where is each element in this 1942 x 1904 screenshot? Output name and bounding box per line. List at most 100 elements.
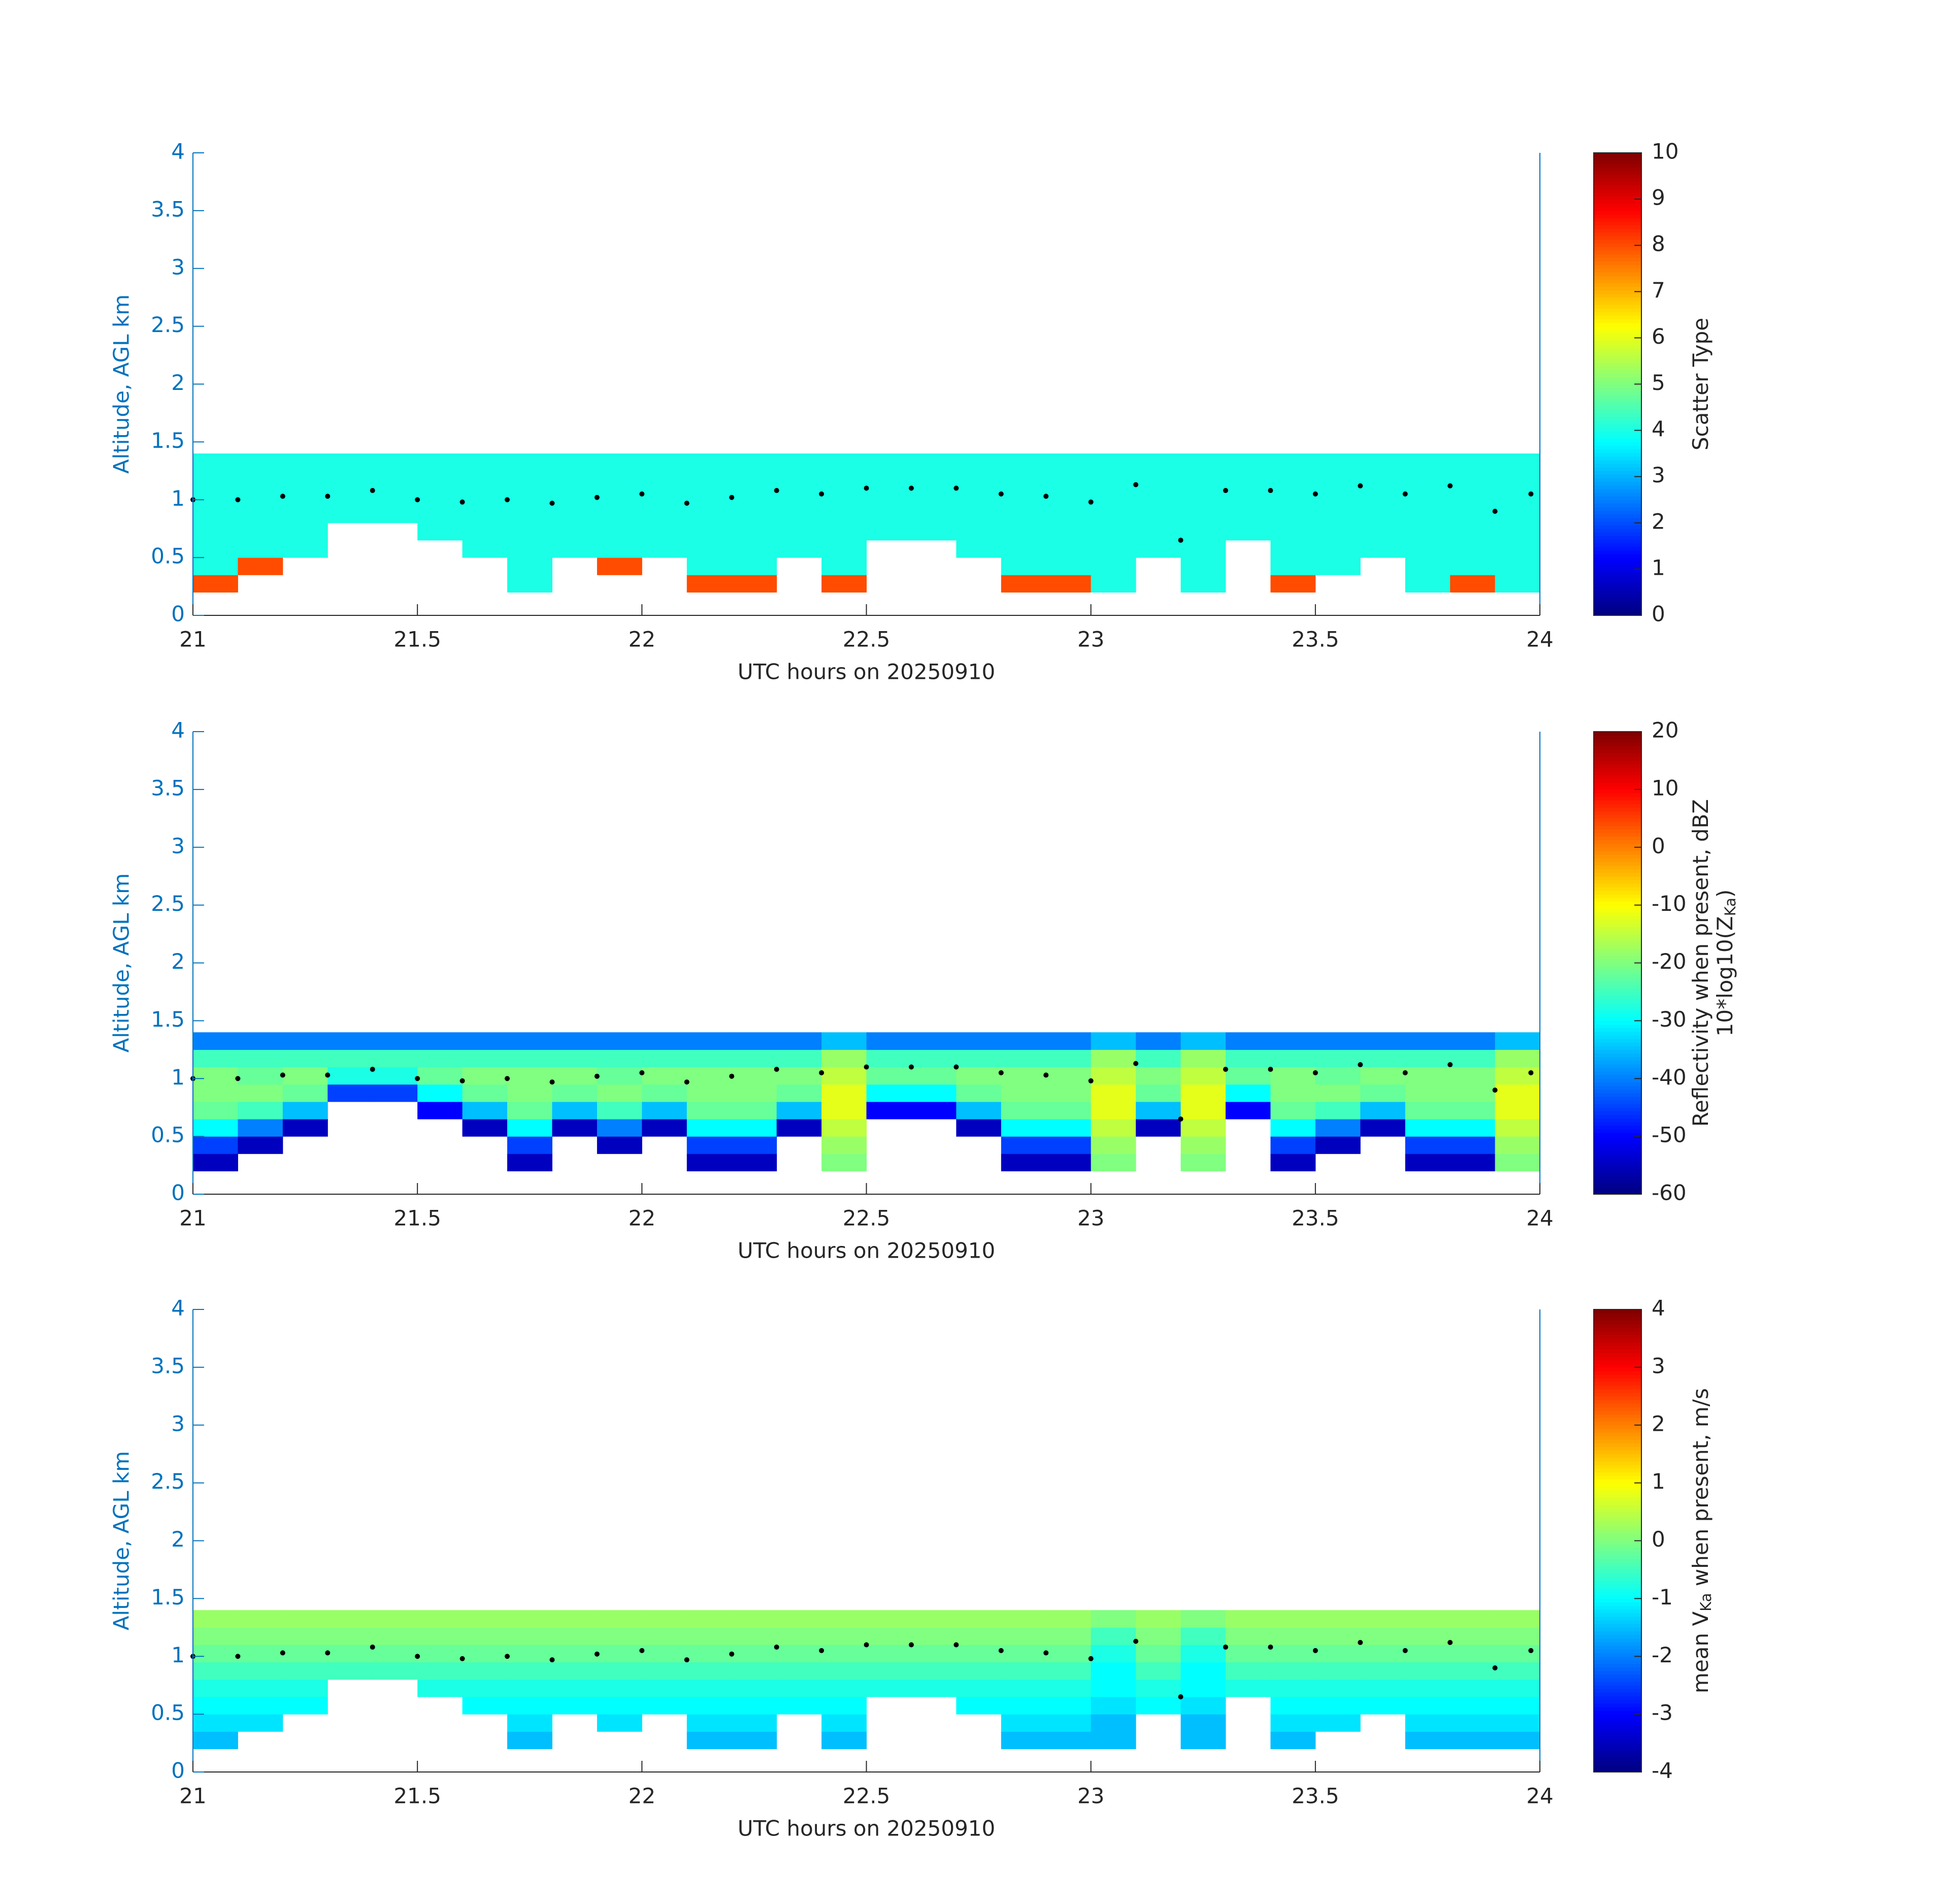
colorbar-swatch (1594, 956, 1641, 960)
cell (552, 1084, 598, 1102)
cell (507, 1610, 552, 1628)
cell (642, 1610, 687, 1628)
y-axis-label: Altitude, AGL km (109, 873, 134, 1053)
colorbar-swatch (1594, 1082, 1641, 1087)
colorbar-swatch (1594, 876, 1641, 880)
y-tick-label: 3 (171, 254, 185, 279)
colorbar-swatch (1594, 153, 1641, 157)
cell (238, 471, 283, 488)
cell (282, 1067, 328, 1085)
cell (1180, 1731, 1226, 1749)
cell (686, 1067, 732, 1085)
colorbar-swatch (1594, 1588, 1641, 1592)
cloud-base-point (774, 1645, 779, 1650)
cell (1091, 1627, 1136, 1645)
colorbar-swatch (1594, 927, 1641, 931)
colorbar-swatch (1594, 1580, 1641, 1585)
cell (1001, 1731, 1046, 1749)
colorbar-swatch (1594, 1378, 1641, 1382)
colorbar-swatch (1594, 1670, 1641, 1675)
x-tick-label: 22 (629, 1206, 655, 1231)
cell (597, 1696, 642, 1715)
colorbar-swatch (1594, 1613, 1641, 1617)
cell (776, 1610, 822, 1628)
colorbar-label-part: Reflectivity when present, dBZ (1688, 799, 1713, 1127)
cell (1091, 1610, 1136, 1628)
x-tick-label: 22.5 (843, 627, 891, 652)
cell (238, 540, 283, 558)
cell (462, 1679, 508, 1697)
colorbar-swatch (1594, 1107, 1641, 1111)
cell (732, 1154, 777, 1171)
cell (372, 488, 418, 506)
cell (597, 1067, 642, 1085)
colorbar-swatch (1594, 1028, 1641, 1032)
colorbar-swatch (1594, 934, 1641, 938)
cell (732, 557, 777, 575)
colorbar-swatch (1594, 275, 1641, 280)
colorbar-swatch (1594, 1595, 1641, 1599)
cell (282, 1049, 328, 1067)
cell (642, 540, 687, 558)
cell (1405, 1645, 1451, 1663)
colorbar-swatch (1594, 973, 1641, 978)
cell (597, 1136, 642, 1154)
cell (1315, 1049, 1361, 1067)
colorbar-swatch (1594, 1609, 1641, 1614)
cell (821, 1662, 867, 1680)
cell (597, 1627, 642, 1645)
colorbar-swatch (1594, 1479, 1641, 1484)
cell (193, 1679, 238, 1697)
cell (417, 1645, 463, 1663)
colorbar-tick-label: -2 (1652, 1643, 1673, 1667)
cloud-base-point (1492, 509, 1498, 514)
cloud-base-point (1043, 1650, 1049, 1656)
colorbar-swatch (1594, 995, 1641, 1000)
colorbar-swatch (1594, 561, 1641, 565)
cell (732, 1662, 777, 1680)
cell (642, 1696, 687, 1715)
colorbar-swatch (1594, 413, 1641, 417)
cell (956, 1627, 1002, 1645)
colorbar-swatch (1594, 797, 1641, 801)
cell (507, 505, 552, 523)
cell (1180, 1119, 1226, 1137)
colorbar-swatch (1594, 1562, 1641, 1566)
cell (642, 1049, 687, 1067)
cell (462, 1645, 508, 1663)
colorbar-swatch (1594, 333, 1641, 338)
cell (282, 488, 328, 506)
cell (732, 1696, 777, 1715)
cell (193, 1136, 238, 1154)
cell (507, 488, 552, 506)
cell (1315, 1696, 1361, 1715)
cell (193, 1032, 238, 1050)
cell (1405, 522, 1451, 541)
cell (866, 453, 912, 471)
cloud-base-point (594, 1651, 600, 1657)
x-axis-label: UTC hours on 20250910 (738, 660, 996, 684)
cell (1405, 1696, 1451, 1715)
colorbar-label-part: 10*log10(Z (1713, 916, 1737, 1036)
cell (552, 1119, 598, 1137)
cell (238, 1049, 283, 1067)
cloud-base-point (459, 1078, 465, 1084)
cell (597, 1101, 642, 1120)
colorbar-swatch (1594, 1490, 1641, 1494)
y-tick-label: 0 (171, 1758, 185, 1783)
colorbar-swatch (1594, 181, 1641, 186)
x-tick-label: 22.5 (843, 1784, 891, 1809)
cloud-base-point (370, 488, 375, 494)
y-tick-label: 3 (171, 833, 185, 858)
cell (507, 1119, 552, 1137)
colorbar-swatch (1594, 1399, 1641, 1404)
cell (327, 1067, 373, 1085)
x-tick-label: 23 (1077, 627, 1104, 652)
colorbar-tick-label: -4 (1652, 1758, 1673, 1783)
cell (1091, 488, 1136, 506)
cell (1270, 1084, 1316, 1102)
colorbar-tick-label: 8 (1652, 232, 1665, 256)
cell (238, 1662, 283, 1680)
colorbar-tick-label: 9 (1652, 185, 1665, 210)
cell (1405, 575, 1451, 593)
